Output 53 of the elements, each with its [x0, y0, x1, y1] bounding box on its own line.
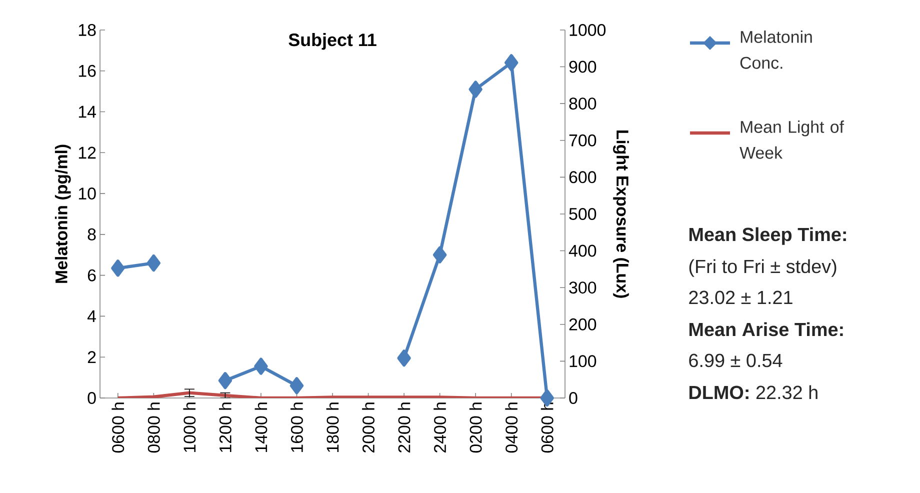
legend-label: Mean Light of Week	[740, 120, 844, 159]
x-tick-label: 0400 h	[505, 402, 518, 453]
y-tick-label: 0	[88, 392, 96, 404]
x-tick-label: 2000 h	[362, 402, 375, 452]
text: (Fri to Fri ± stdev)	[689, 259, 836, 277]
y-tick-label: 6	[88, 269, 96, 282]
text: Mean Sleep Time:	[689, 227, 846, 245]
point	[397, 350, 411, 367]
y2-tick-label: 500	[569, 208, 596, 220]
y-tick-label: 4	[87, 310, 96, 322]
point	[290, 377, 304, 394]
y-tick-label: 10	[78, 188, 96, 200]
y2-tick-label: 0	[569, 392, 578, 404]
x-tick-label: 1600 h	[290, 402, 303, 452]
y2-tick-label: 300	[569, 282, 596, 294]
y2-tick-label: 100	[570, 355, 596, 368]
y-tick-label: 18	[78, 24, 96, 36]
y2-tick-label: 800	[569, 98, 596, 110]
x-tick-label: 0800 h	[147, 402, 160, 453]
legend-label: Melatonin Conc.	[740, 30, 812, 69]
point	[468, 80, 482, 98]
y2-tick-label: 1000	[570, 24, 606, 36]
y2-tick-label: 400	[568, 244, 596, 257]
point	[218, 372, 232, 390]
point	[111, 260, 125, 277]
point	[504, 54, 518, 72]
y-tick-label: 14	[78, 106, 96, 118]
x-tick-label: 1200 h	[218, 402, 232, 452]
point	[432, 246, 447, 264]
x-tick-label: 2200 h	[398, 402, 410, 452]
x-tick-label: 0200 h	[469, 402, 482, 453]
x-tick-label: 0600 h	[112, 402, 124, 453]
x-tick-label: 1800 h	[326, 402, 339, 452]
y-axis-title: Melatonin (pg/ml)	[54, 144, 71, 283]
text: 23.02 ± 1.21	[689, 290, 792, 304]
y2-tick-label: 600	[569, 171, 596, 184]
x-tick-label: 1400 h	[254, 402, 268, 452]
point	[146, 254, 160, 272]
y-tick-label: 12	[78, 146, 96, 159]
x-tick-label: 1000 h	[183, 402, 196, 452]
x-tick-label: 2400 h	[434, 402, 446, 452]
y-tick-label: 2	[88, 351, 96, 364]
point	[254, 358, 268, 375]
y2-tick-label: 700	[569, 134, 596, 146]
text: DLMO: 22.32 h	[689, 385, 818, 400]
y2-tick-label: 200	[569, 318, 596, 330]
y2-axis-title: Light Exposure (Lux)	[613, 130, 629, 298]
chart-title: Subject 11	[288, 33, 376, 50]
y2-tick-label: 900	[569, 60, 596, 73]
text: 6.99 ± 0.54	[689, 354, 782, 368]
y-tick-label: 8	[88, 228, 96, 240]
y-tick-label: 16	[78, 64, 96, 77]
text: Mean Arise Time:	[689, 322, 843, 336]
